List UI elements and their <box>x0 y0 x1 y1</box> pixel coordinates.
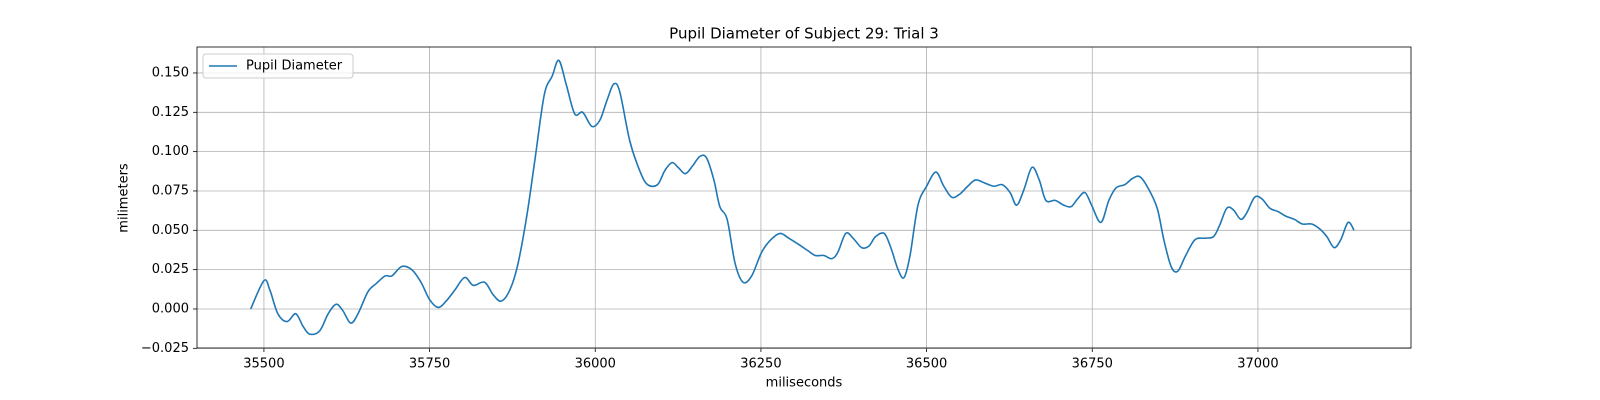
y-tick-label: 0.150 <box>152 65 189 80</box>
data-line <box>249 59 1355 336</box>
x-tick-label: 36000 <box>575 357 616 372</box>
x-tick-label: 37000 <box>1237 357 1278 372</box>
y-tick-label: 0.050 <box>152 223 189 238</box>
axes-frame <box>196 46 1412 349</box>
x-tick-label: 36750 <box>1072 357 1113 372</box>
y-tick-label: 0.125 <box>152 105 189 120</box>
x-tick-label: 35750 <box>409 357 450 372</box>
y-tick-label: −0.025 <box>141 341 189 356</box>
y-tick-label: 0.025 <box>152 262 189 277</box>
x-axis-label: miliseconds <box>766 376 843 391</box>
y-tick-label: 0.075 <box>152 183 189 198</box>
x-tick-label: 35500 <box>243 357 284 372</box>
y-tick-label: 0.100 <box>152 144 189 159</box>
legend-box <box>202 53 354 79</box>
y-tick-label: 0.000 <box>152 301 189 316</box>
x-tick-label: 36250 <box>740 357 781 372</box>
chart-title: Pupil Diameter of Subject 29: Trial 3 <box>669 25 939 43</box>
x-tick-label: 36500 <box>906 357 947 372</box>
y-axis-label: milimeters <box>117 163 132 233</box>
legend-label: Pupil Diameter <box>246 59 343 74</box>
